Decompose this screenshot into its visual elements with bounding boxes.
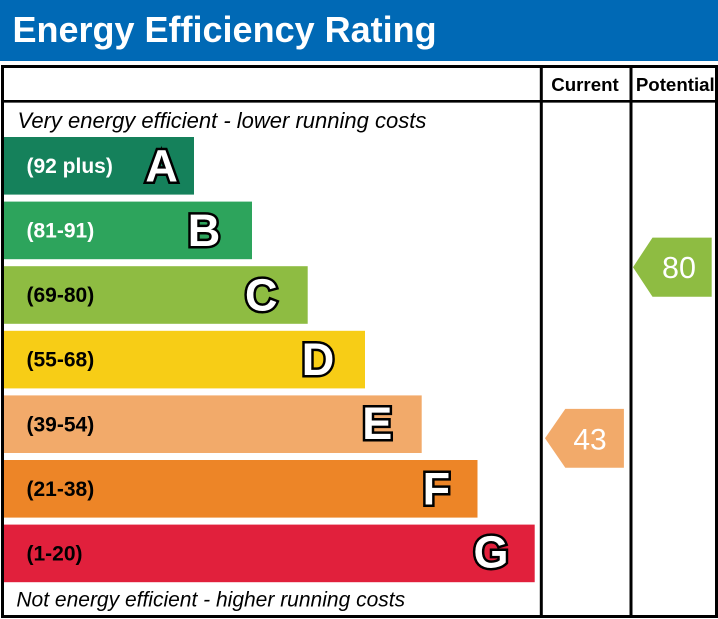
svg-text:F: F [423, 463, 451, 514]
svg-text:80: 80 [662, 251, 696, 285]
svg-text:(81-91): (81-91) [27, 220, 95, 243]
svg-text:(92 plus): (92 plus) [27, 155, 113, 178]
svg-text:A: A [145, 140, 178, 191]
svg-text:(21-38): (21-38) [27, 478, 95, 501]
svg-text:(1-20): (1-20) [27, 543, 83, 566]
svg-text:43: 43 [573, 423, 606, 456]
svg-text:B: B [188, 205, 221, 256]
svg-text:Current: Current [551, 74, 619, 95]
svg-text:Not energy efficient - higher: Not energy efficient - higher running co… [16, 588, 405, 611]
svg-text:(69-80): (69-80) [27, 284, 95, 307]
svg-text:E: E [362, 398, 392, 449]
svg-text:(39-54): (39-54) [27, 413, 95, 436]
svg-text:C: C [245, 270, 278, 321]
svg-text:Potential: Potential [636, 74, 715, 95]
svg-text:D: D [302, 334, 335, 385]
svg-text:(55-68): (55-68) [27, 349, 95, 372]
svg-text:Very energy efficient - lower: Very energy efficient - lower running co… [18, 108, 427, 133]
svg-text:Energy Efficiency Rating: Energy Efficiency Rating [13, 9, 437, 50]
svg-text:G: G [473, 526, 508, 577]
